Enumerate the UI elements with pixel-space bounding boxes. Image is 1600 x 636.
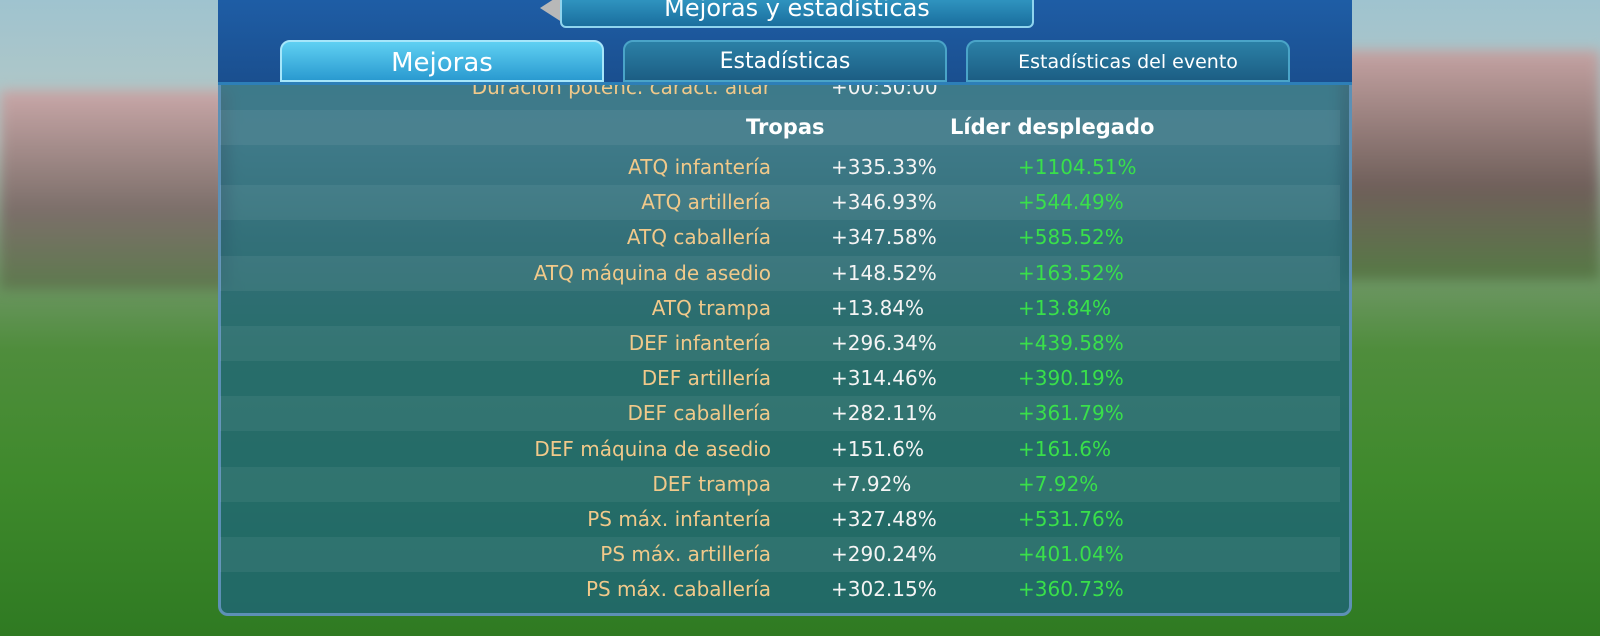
leader-value: +13.84% (1018, 295, 1112, 320)
leader-value: +361.79% (1018, 401, 1124, 426)
troops-value: +314.46% (831, 366, 937, 391)
stat-label: DEF artillería (641, 366, 771, 391)
tab[interactable]: Estadísticas del evento (966, 40, 1290, 82)
tab[interactable]: Mejoras (280, 40, 604, 82)
stats-row: ATQ artillería +346.93% +544.49% (220, 185, 1340, 221)
troops-value: +282.11% (831, 401, 937, 426)
leader-value: +161.6% (1018, 436, 1112, 461)
leader-value: +585.52% (1018, 225, 1124, 250)
leader-value: +1104.51% (1018, 155, 1137, 179)
stats-row: DEF artillería +314.46% +390.19% (220, 361, 1340, 396)
stats-row: PS máx. infantería +327.48% +531.76% (220, 502, 1340, 537)
stats-row: DEF caballería +282.11% +361.79% (220, 396, 1340, 432)
stat-label: ATQ máquina de asedio (533, 260, 771, 285)
troops-value: +347.58% (831, 225, 937, 250)
troops-value: +302.15% (831, 577, 937, 602)
panel (218, 0, 1352, 616)
stat-label: PS máx. artillería (600, 542, 771, 567)
troops-value: +290.24% (831, 542, 937, 567)
stats-row: ATQ máquina de asedio +148.52% +163.52% (220, 255, 1340, 291)
leader-value: +439.58% (1018, 331, 1124, 355)
troops-value: +296.34% (831, 331, 937, 355)
stat-label: DEF infantería (628, 331, 771, 355)
stat-label: PS máx. infantería (587, 507, 771, 531)
stats-row: DEF infantería +296.34% +439.58% (220, 326, 1340, 361)
column-header: Tropas Líder desplegado (220, 110, 1340, 145)
leader-value: +544.49% (1018, 190, 1124, 215)
tab[interactable]: Estadísticas (623, 40, 947, 82)
stats-row: DEF máquina de asedio +151.6% +161.6% (220, 432, 1340, 467)
troops-value: +148.52% (831, 260, 937, 285)
stat-label: ATQ caballería (626, 225, 771, 250)
leader-value: +390.19% (1018, 366, 1124, 391)
title: Mejoras y estadísticas (560, 0, 1034, 28)
leader-value: +531.76% (1018, 507, 1124, 531)
stats-row: DEF trampa +7.92% +7.92% (220, 466, 1340, 502)
stat-label: DEF máquina de asedio (534, 436, 771, 461)
stats-row: PS máx. caballería +302.15% +360.73% (220, 572, 1340, 607)
stats-row: ATQ trampa +13.84% +13.84% (220, 291, 1340, 326)
stats-row: ATQ caballería +347.58% +585.52% (220, 220, 1340, 255)
stat-label: ATQ artillería (641, 190, 771, 215)
leader-value: +163.52% (1018, 260, 1124, 285)
column-title: Tropas (746, 115, 825, 139)
leader-value: +7.92% (1018, 471, 1099, 496)
troops-value: +346.93% (831, 190, 937, 215)
stat-label: ATQ trampa (651, 295, 771, 320)
stat-label: PS máx. caballería (585, 577, 771, 602)
troops-value: +327.48% (831, 507, 937, 531)
troops-value: +151.6% (831, 436, 925, 461)
troops-value: +335.33% (831, 155, 937, 179)
leader-value: +401.04% (1018, 542, 1124, 567)
background-hill (0, 90, 230, 290)
stats-row: PS máx. artillería +290.24% +401.04% (220, 537, 1340, 573)
background-hill (1340, 50, 1600, 280)
stat-label: ATQ infantería (628, 155, 771, 179)
stat-label: DEF trampa (652, 471, 771, 496)
troops-value: +7.92% (831, 471, 912, 496)
troops-value: +13.84% (831, 295, 925, 320)
stat-label: DEF caballería (627, 401, 771, 426)
leader-value: +360.73% (1018, 577, 1124, 602)
stats-row: ATQ infantería +335.33% +1104.51% (220, 150, 1340, 185)
column-title: Líder desplegado (950, 115, 1155, 139)
